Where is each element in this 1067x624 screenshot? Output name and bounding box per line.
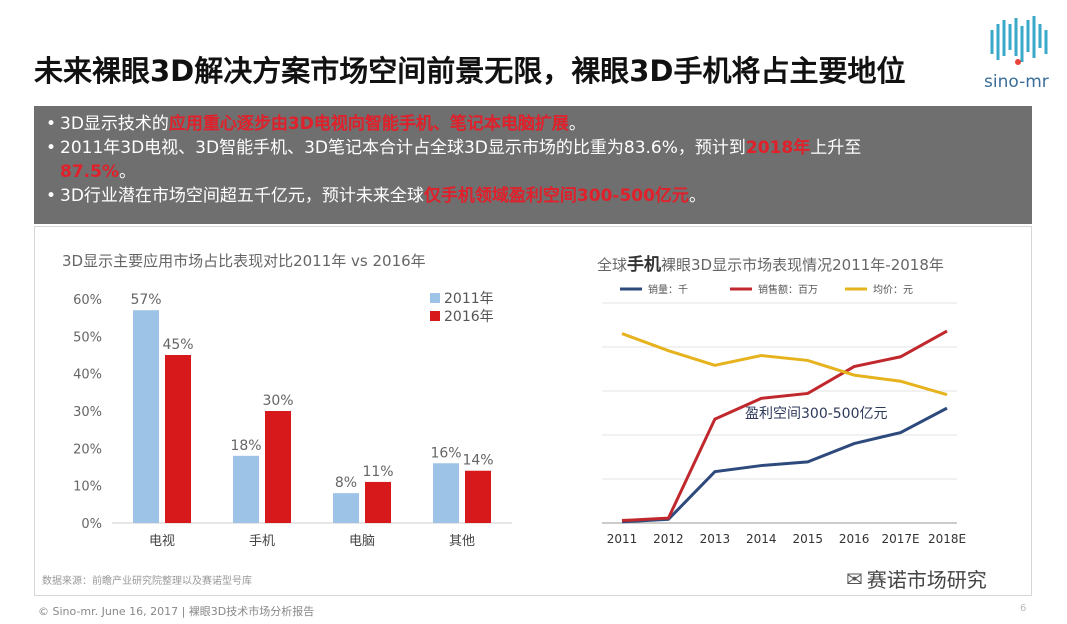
wechat-icon: ✉ [846,566,863,591]
bar-2016 [165,355,191,523]
series-line-2 [621,332,948,397]
x-tick-label: 2016 [839,532,870,546]
key-points-box: • 3D显示技术的应用重心逐步由3D电视向智能手机、笔记本电脑扩展。 • 2011年… [34,106,1032,224]
bar-2011 [333,493,359,523]
chart-annotation: 盈利空间300-500亿元 [745,406,888,422]
legend-label: 销售额：百万 [758,283,818,296]
bar-2016 [365,481,391,523]
x-tick-label: 2013 [700,532,731,546]
bar-chart-title: 3D显示主要应用市场占比表现对比2011年 vs 2016年 [62,252,426,270]
x-tick-label: 其他 [449,534,475,549]
bar-data-label: 30% [262,393,293,409]
bar-data-label: 14% [462,453,493,469]
page-title: 未来裸眼3D解决方案市场空间前景无限，裸眼3D手机将占主要地位 [34,54,906,88]
x-tick-label: 2017E [882,532,920,546]
legend-label: 2016年 [444,309,494,325]
x-tick-label: 电视 [149,534,175,549]
y-tick-label: 40% [73,368,102,383]
y-tick-label: 10% [73,480,102,495]
bullet-2-cont: 87.5%。 [60,162,136,182]
series-line-0 [621,406,948,524]
bar-data-label: 57% [130,292,161,308]
bar-data-label: 16% [430,445,461,461]
y-tick-label: 60% [73,293,102,308]
bar-2011 [133,310,159,523]
bar-data-label: 18% [230,438,261,454]
data-source: 数据来源：前瞻产业研究院整理以及赛诺型号库 [42,576,252,587]
x-tick-label: 2015 [792,532,823,546]
logo-text: sino-mr [984,72,1049,92]
x-tick-label: 2011 [607,532,638,546]
series-line-1 [621,329,948,523]
x-tick-label: 手机 [249,534,275,549]
legend-swatch [430,293,440,303]
bar-2016 [465,470,491,523]
bar-2011 [233,455,259,523]
bullet-2: • 2011年3D电视、3D智能手机、3D笔记本合计占全球3D显示市场的比重为83… [46,138,862,158]
line-chart: 2011 2012 2013 2014 2015 2016 2017E 2018E 销量：千 销售… [602,283,966,546]
wechat-watermark: ✉ 赛诺市场研究 [846,566,987,593]
y-tick-label: 20% [73,442,102,457]
bar-chart: 0% 10% 20% 30% 40% 50% 60% 57% 45% 电视 18% 30% 手机 8% 11… [73,291,512,549]
legend-label: 销量：千 [648,283,688,296]
bar-data-label: 11% [362,464,393,480]
legend-label: 均价：元 [873,284,913,296]
page-number: 6 [1020,603,1027,614]
y-tick-label: 30% [73,405,102,420]
x-tick-label: 2012 [653,532,684,546]
bar-2016 [265,411,291,523]
bar-data-label: 45% [162,337,193,353]
bar-data-label: 8% [335,475,357,491]
bullet-1: • 3D显示技术的应用重心逐步由3D电视向智能手机、笔记本电脑扩展。 [46,114,586,134]
bullet-3: • 3D行业潜在市场空间超五千亿元，预计未来全球仅手机领域盈利空间300-500亿… [46,186,706,206]
bar-2011 [433,463,459,523]
sino-mr-logo-icon [990,16,1048,65]
x-tick-label: 2014 [746,532,777,546]
y-tick-label: 0% [81,517,102,532]
footer: © Sino-mr. June 16, 2017 | 裸眼3D技术市场分析报告 [38,605,315,618]
x-tick-label: 2018E [928,532,966,546]
line-chart-title: 全球手机裸眼3D显示市场表现情况2011年-2018年 [597,255,944,275]
x-tick-label: 电脑 [349,534,375,549]
legend-swatch [430,311,440,321]
legend-label: 2011年 [444,291,494,307]
y-tick-label: 50% [73,330,102,345]
